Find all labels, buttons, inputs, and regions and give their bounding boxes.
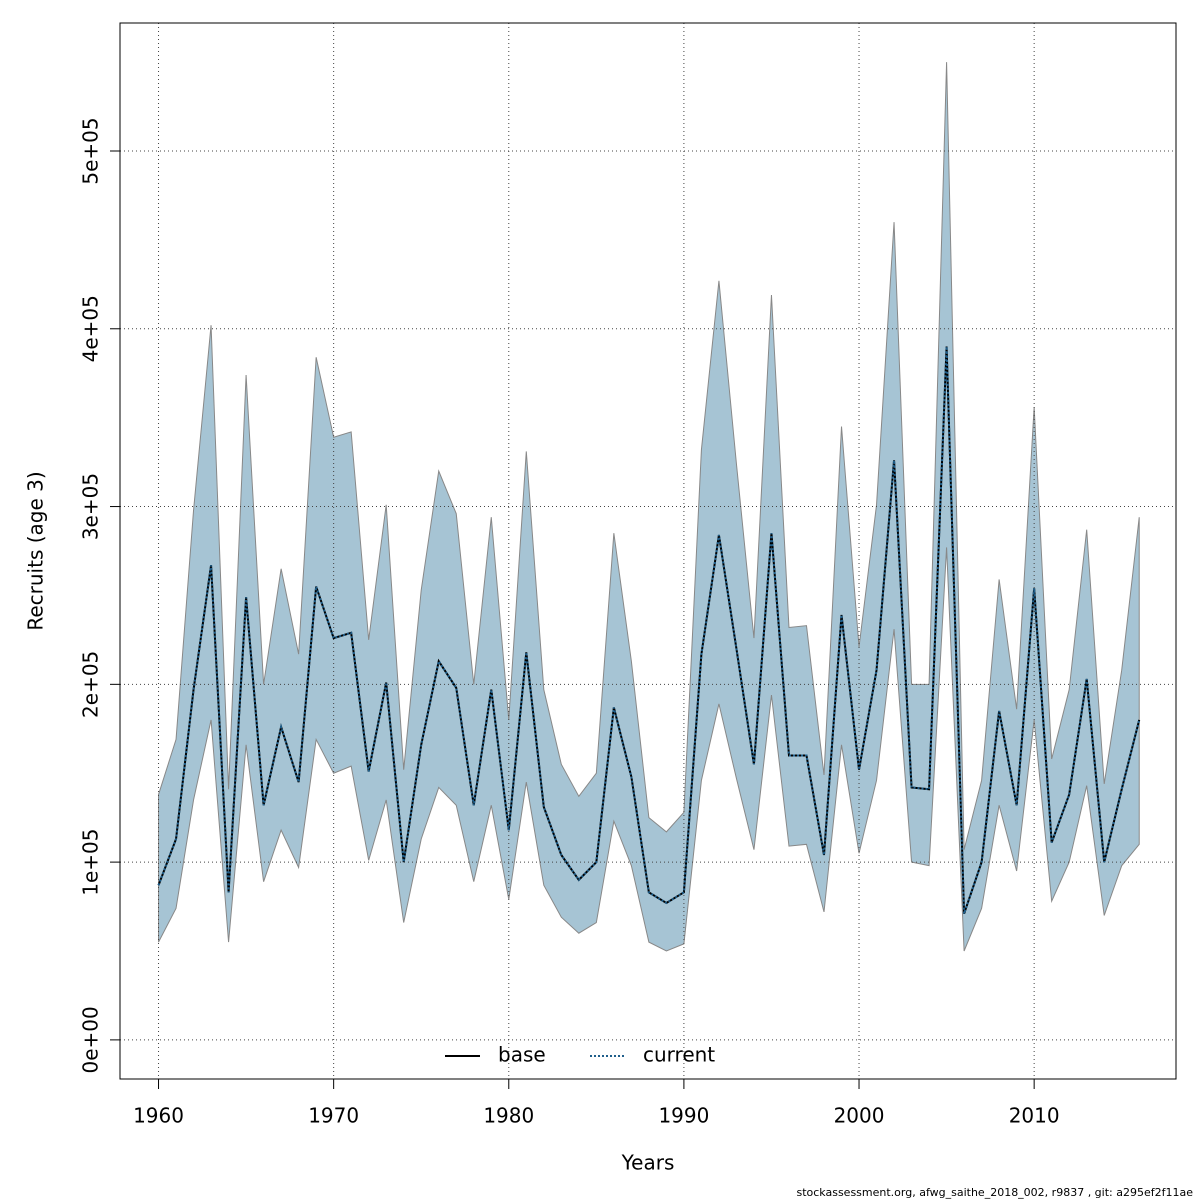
y-tick-label: 5e+05 <box>79 117 103 184</box>
x-tick-label: 2000 <box>834 1104 885 1128</box>
y-axis-label: Recruits (age 3) <box>24 471 48 630</box>
x-tick-label: 1990 <box>658 1104 709 1128</box>
footer: stockassessment.org, afwg_saithe_2018_00… <box>796 1186 1193 1199</box>
plot-frame <box>119 22 1177 1080</box>
y-tick-label: 1e+05 <box>79 828 103 895</box>
legend-label: base <box>498 1043 546 1067</box>
x-tick-label: 1980 <box>483 1104 534 1128</box>
x-axis-label: Years <box>621 1151 675 1175</box>
x-tick-label: 2010 <box>1009 1104 1060 1128</box>
x-tick-label: 1970 <box>308 1104 359 1128</box>
y-tick-label: 3e+05 <box>79 473 103 540</box>
y-tick-label: 2e+05 <box>79 651 103 718</box>
series-line <box>157 346 1141 914</box>
confidence-band <box>158 62 1140 952</box>
y-tick-label: 4e+05 <box>79 295 103 362</box>
y-tick-label: 0e+00 <box>79 1006 103 1073</box>
x-tick-label: 1960 <box>133 1104 184 1128</box>
legend-label: current <box>643 1043 715 1067</box>
